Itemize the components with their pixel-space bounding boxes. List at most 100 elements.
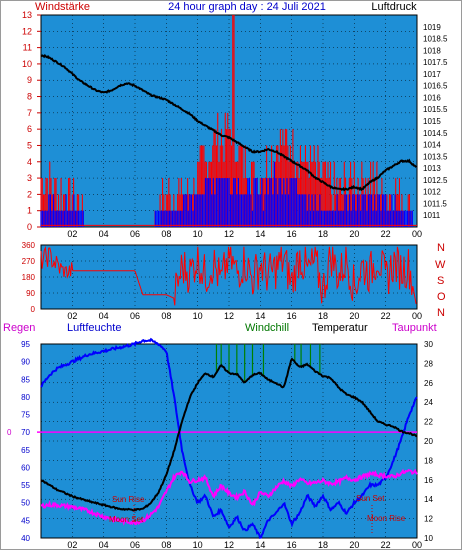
- temperature-axis-tick-label: 18: [424, 456, 433, 465]
- windstaerke-label: Windstärke: [35, 1, 90, 13]
- x-tick-label: 20: [349, 229, 359, 239]
- pressure-axis-tick-label: 1016.5: [423, 82, 448, 91]
- direction-label-w: W: [435, 259, 446, 271]
- sun-set-annotation: Sun Set: [356, 494, 385, 503]
- pressure-axis-tick-label: 1011.5: [423, 199, 447, 208]
- sun-rise-annotation: Sun Rise: [112, 495, 145, 504]
- direction-label-s: S: [437, 275, 444, 287]
- humidity-axis-tick-label: 85: [21, 375, 30, 384]
- humidity-axis-tick-label: 95: [21, 340, 30, 349]
- pressure-axis-tick-label: 1013.5: [423, 152, 448, 161]
- pressure-axis-tick-label: 1017: [423, 70, 441, 79]
- pressure-line: [40, 53, 417, 192]
- wind-direction-line: [40, 245, 417, 306]
- x-tick-label: 04: [99, 540, 109, 549]
- temperature-axis-tick-label: 30: [424, 340, 433, 349]
- x-tick-label: 18: [318, 229, 328, 239]
- temperature-axis-tick-label: 28: [424, 359, 433, 368]
- humidity-axis-tick-label: 45: [21, 516, 30, 525]
- pressure-axis-tick-label: 1014.5: [423, 129, 448, 138]
- x-tick-label: 08: [161, 540, 171, 549]
- direction-label-n-top: N: [437, 242, 445, 254]
- wind-axis-tick-label: 4: [27, 157, 32, 167]
- humidity-axis-tick-label: 60: [21, 463, 30, 472]
- temperature-axis-tick-label: 26: [424, 379, 433, 388]
- regen-label: Regen: [3, 322, 35, 334]
- humidity-axis-tick-label: 80: [21, 393, 30, 402]
- pressure-axis-tick-label: 1018.5: [423, 35, 448, 44]
- wind-axis-tick-label: 7: [27, 108, 32, 118]
- rain-axis-tick-label: 0: [7, 428, 12, 437]
- wind-axis-tick-label: 8: [27, 92, 32, 102]
- x-tick-label: 20: [349, 540, 359, 549]
- pressure-axis-tick-label: 1012: [423, 188, 441, 197]
- humidity-axis-tick-label: 90: [21, 358, 30, 367]
- x-tick-label: 22: [381, 229, 391, 239]
- humidity-line: [40, 337, 418, 539]
- x-tick-label: 00: [412, 540, 422, 549]
- x-tick-label: 12: [224, 540, 234, 549]
- humidity-axis-tick-label: 75: [21, 411, 30, 420]
- direction-label-o: O: [437, 291, 446, 303]
- temperature-axis-tick-label: 14: [424, 495, 433, 504]
- x-tick-label: 02: [67, 540, 77, 549]
- x-tick-label: 02: [67, 311, 77, 321]
- direction-label-n-bottom: N: [437, 307, 445, 319]
- x-tick-label: 20: [349, 311, 359, 321]
- humidity-axis-tick-label: 50: [21, 499, 30, 508]
- temperatur-label: Temperatur: [312, 322, 368, 334]
- temperature-axis-tick-label: 22: [424, 418, 433, 427]
- moon-set-annotation: Moon Set: [109, 515, 144, 524]
- x-tick-label: 06: [130, 229, 140, 239]
- direction-axis-tick-label: 360: [22, 241, 36, 250]
- x-tick-label: 00: [412, 311, 422, 321]
- wind-axis-tick-label: 9: [27, 75, 32, 85]
- taupunkt-label: Taupunkt: [392, 322, 437, 334]
- dewpoint-line: [41, 468, 418, 526]
- x-tick-label: 10: [193, 311, 203, 321]
- pressure-axis-tick-label: 1011: [423, 211, 441, 220]
- x-tick-label: 22: [381, 311, 391, 321]
- pressure-axis-tick-label: 1015.5: [423, 105, 448, 114]
- x-tick-label: 06: [130, 311, 140, 321]
- wind-axis-tick-label: 10: [22, 59, 32, 69]
- x-tick-label: 12: [224, 229, 234, 239]
- humidity-axis-tick-label: 55: [21, 481, 30, 490]
- x-tick-label: 16: [287, 229, 297, 239]
- x-tick-label: 18: [318, 540, 328, 549]
- wind-axis-tick-label: 1: [27, 206, 32, 216]
- x-tick-label: 06: [130, 540, 140, 549]
- x-tick-label: 18: [318, 311, 328, 321]
- x-tick-label: 02: [67, 229, 77, 239]
- pressure-axis-tick-label: 1014: [423, 141, 441, 150]
- x-tick-label: 00: [412, 229, 422, 239]
- temperature-axis-tick-label: 10: [424, 534, 433, 543]
- pressure-axis-tick-label: 1012.5: [423, 176, 448, 185]
- pressure-axis-tick-label: 1013: [423, 164, 441, 173]
- wind-axis-tick-label: 2: [27, 189, 32, 199]
- temperature-line: [40, 357, 418, 512]
- moon-rise-annotation: Moon Rise: [367, 514, 406, 523]
- wind-axis-tick-label: 6: [27, 124, 32, 134]
- x-tick-label: 14: [255, 540, 265, 549]
- pressure-axis-tick-label: 1015: [423, 117, 441, 126]
- temperature-axis-tick-label: 12: [424, 515, 433, 524]
- pressure-axis-tick-label: 1019: [423, 23, 441, 32]
- pressure-axis-tick-label: 1017.5: [423, 58, 448, 67]
- wind-axis-tick-label: 13: [22, 10, 32, 20]
- temperature-axis-tick-label: 16: [424, 476, 433, 485]
- x-tick-label: 14: [255, 229, 265, 239]
- direction-axis-tick-label: 90: [26, 289, 35, 298]
- direction-axis-tick-label: 270: [22, 257, 36, 266]
- x-tick-label: 16: [287, 311, 297, 321]
- wind-axis-tick-label: 3: [27, 173, 32, 183]
- temperature-axis-tick-label: 24: [424, 398, 433, 407]
- x-tick-label: 22: [381, 540, 391, 549]
- x-tick-label: 08: [161, 311, 171, 321]
- humidity-axis-tick-label: 70: [21, 428, 30, 437]
- x-tick-label: 04: [99, 311, 109, 321]
- x-tick-label: 04: [99, 229, 109, 239]
